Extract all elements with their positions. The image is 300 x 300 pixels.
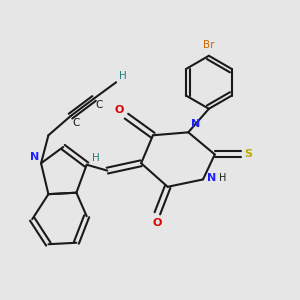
- Text: H: H: [92, 153, 100, 163]
- Text: N: N: [207, 173, 217, 183]
- Text: C: C: [95, 100, 103, 110]
- Text: H: H: [119, 71, 127, 81]
- Text: N: N: [190, 119, 200, 129]
- Text: C: C: [72, 118, 79, 128]
- Text: S: S: [244, 149, 252, 159]
- Text: H: H: [219, 173, 226, 183]
- Text: O: O: [153, 218, 162, 228]
- Text: Br: Br: [203, 40, 214, 50]
- Text: N: N: [30, 152, 40, 162]
- Text: O: O: [114, 105, 124, 115]
